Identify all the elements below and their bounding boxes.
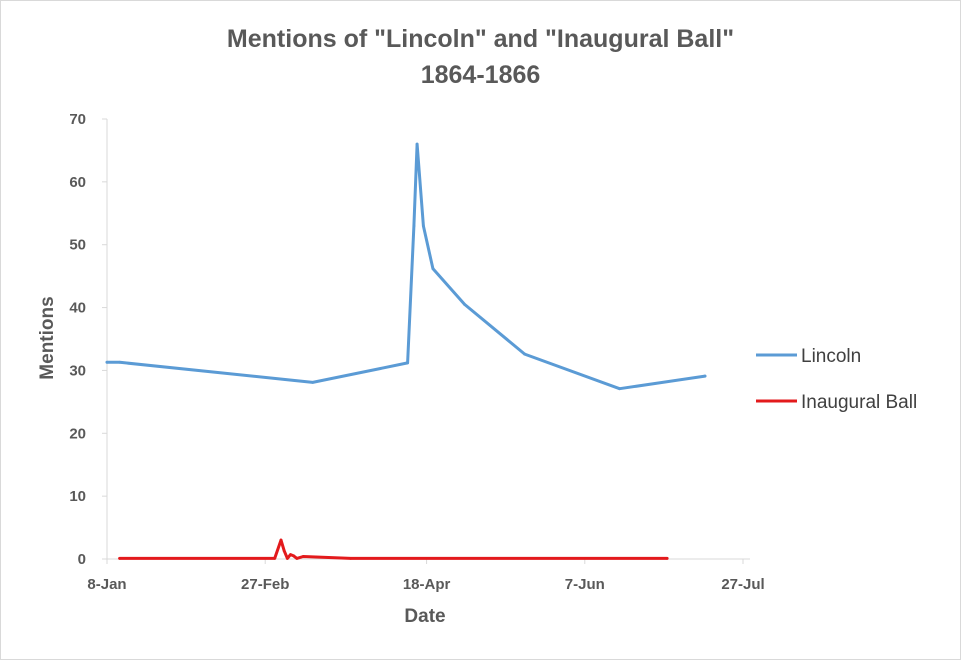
data-point-lincoln xyxy=(406,361,409,365)
data-point-inaugural-ball xyxy=(665,556,669,560)
chart-subtitle: 1864-1866 xyxy=(420,61,541,89)
data-point-inaugural-ball xyxy=(273,556,277,560)
x-tick-label: 18-Apr xyxy=(403,576,451,593)
legend-label-lincoln: Lincoln xyxy=(801,346,861,367)
data-point-lincoln xyxy=(422,224,425,228)
x-axis-title: Date xyxy=(404,606,445,627)
data-point-inaugural-ball xyxy=(279,538,283,542)
data-point-lincoln xyxy=(431,267,435,270)
data-point-lincoln xyxy=(523,352,527,356)
y-tick-label: 20 xyxy=(69,425,86,442)
y-tick-label: 50 xyxy=(69,237,86,254)
data-point-inaugural-ball xyxy=(118,556,122,560)
data-point-lincoln xyxy=(118,360,122,364)
data-point-lincoln xyxy=(415,142,419,146)
legend: Lincoln Inaugural Ball xyxy=(756,346,917,413)
x-tick-label: 27-Feb xyxy=(241,576,289,593)
data-point-lincoln xyxy=(412,224,416,228)
chart-title: Mentions of "Lincoln" and "Inaugural Bal… xyxy=(226,25,735,53)
data-point-inaugural-ball xyxy=(349,556,353,560)
series-line-inaugural-ball xyxy=(118,538,669,560)
x-tick-label: 27-Jul xyxy=(721,576,764,593)
y-tick-label: 70 xyxy=(69,111,86,128)
data-point-lincoln xyxy=(618,387,621,391)
y-axis-title: Mentions xyxy=(37,296,58,379)
legend-label-inaugural-ball: Inaugural Ball xyxy=(801,392,917,413)
y-tick-label: 40 xyxy=(69,300,86,317)
series-line-lincoln xyxy=(105,142,707,391)
y-axis-ticks: 0 10 20 30 40 50 60 70 xyxy=(69,111,107,568)
data-point-lincoln xyxy=(311,380,315,384)
data-point-lincoln xyxy=(463,303,466,306)
y-tick-label: 0 xyxy=(78,551,86,568)
data-point-lincoln xyxy=(703,374,707,378)
data-point-inaugural-ball xyxy=(295,556,299,560)
data-point-inaugural-ball xyxy=(301,555,305,558)
data-point-inaugural-ball xyxy=(282,549,286,553)
y-tick-label: 30 xyxy=(69,362,86,379)
data-point-inaugural-ball xyxy=(285,556,289,560)
y-tick-label: 60 xyxy=(69,174,86,191)
x-axis-ticks: 8-Jan 27-Feb 18-Apr 7-Jun 27-Jul xyxy=(87,559,765,593)
data-point-lincoln xyxy=(105,360,109,364)
series-layer xyxy=(105,142,707,560)
y-tick-label: 10 xyxy=(69,488,86,505)
x-tick-label: 8-Jan xyxy=(87,576,126,593)
x-tick-label: 7-Jun xyxy=(565,576,605,593)
data-point-inaugural-ball xyxy=(292,554,296,558)
data-point-inaugural-ball xyxy=(289,553,292,556)
